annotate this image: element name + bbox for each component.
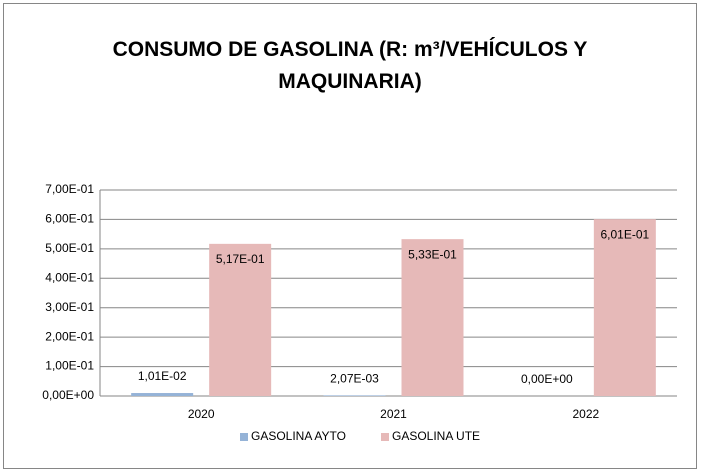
data-label: 5,33E-01	[408, 247, 457, 261]
x-tick-label: 2022	[572, 407, 599, 421]
y-tick-label: 7,00E-01	[45, 182, 94, 196]
bar	[209, 243, 272, 396]
y-tick-label: 6,00E-01	[45, 212, 94, 226]
y-tick-label: 0,00E+00	[42, 388, 94, 402]
legend-swatch	[381, 433, 389, 441]
data-label: 1,01E-02	[138, 369, 187, 383]
legend-label: GASOLINA UTE	[392, 429, 480, 443]
bar	[323, 395, 386, 396]
chart-title: CONSUMO DE GASOLINA (R: m³/VEHÍCULOS Y M…	[112, 38, 588, 93]
data-label: 2,07E-03	[330, 372, 379, 386]
data-label: 5,17E-01	[216, 252, 265, 266]
legend-label: GASOLINA AYTO	[251, 429, 346, 443]
x-tick-label: 2020	[188, 407, 215, 421]
y-tick-label: 1,00E-01	[45, 359, 94, 373]
bar	[401, 239, 464, 396]
legend-swatch	[240, 433, 248, 441]
y-tick-label: 2,00E-01	[45, 329, 94, 343]
x-tick-label: 2021	[380, 407, 407, 421]
data-label: 6,01E-01	[600, 227, 649, 241]
y-tick-label: 5,00E-01	[45, 241, 94, 255]
bar	[131, 393, 194, 396]
data-label: 0,00E+00	[521, 372, 573, 386]
chart-frame	[3, 3, 697, 469]
bar	[593, 219, 656, 396]
y-tick-label: 3,00E-01	[45, 300, 94, 314]
y-tick-label: 4,00E-01	[45, 270, 94, 284]
